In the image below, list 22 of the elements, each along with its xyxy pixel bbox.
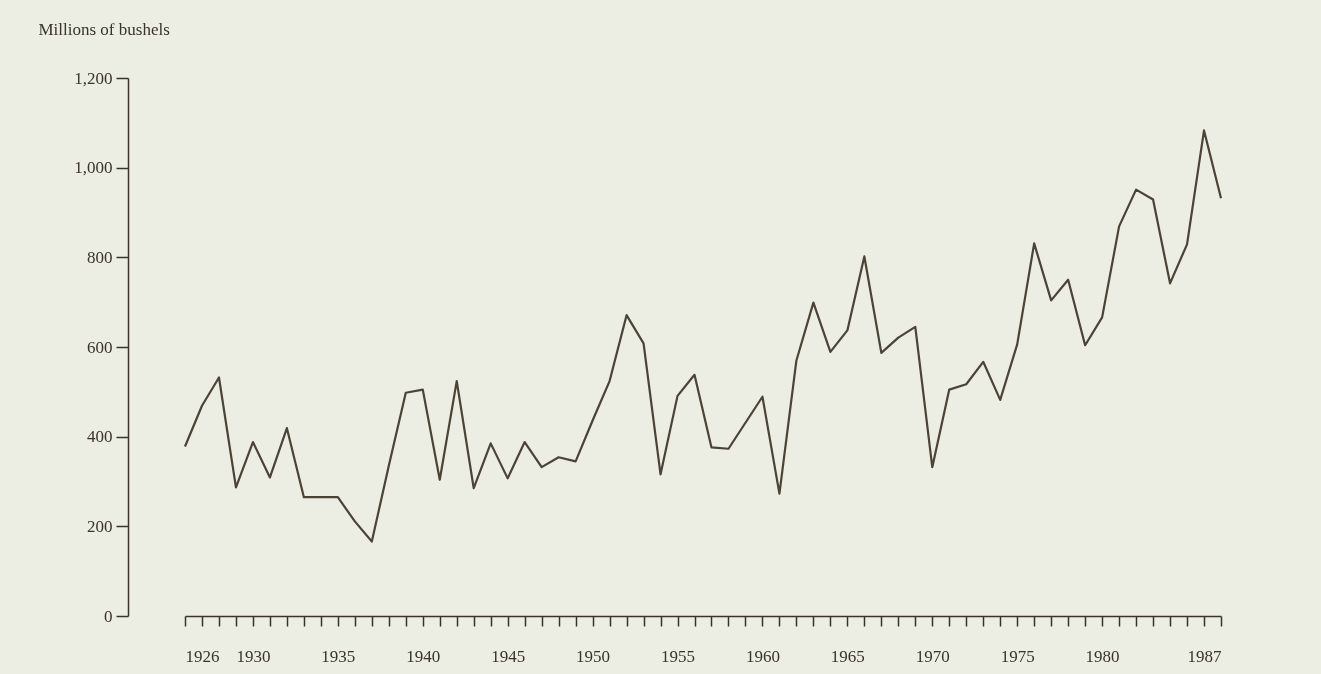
x-tick-label: 1926: [185, 646, 220, 666]
y-tick-label: 600: [87, 337, 113, 357]
x-tick-label: 1965: [830, 646, 865, 666]
x-tick-label: 1970: [915, 646, 950, 666]
x-tick-label: 1955: [661, 646, 696, 666]
line-series: [183, 129, 1223, 543]
y-tick-label: 1,000: [74, 158, 113, 178]
y-axis-title: Millions of bushels: [38, 19, 170, 39]
y-tick-label: 1,200: [74, 68, 113, 88]
x-tick-label: 1930: [236, 646, 271, 666]
x-tick-label: 1935: [321, 646, 356, 666]
x-tick-label: 1975: [1000, 646, 1035, 666]
x-tick-label: 1940: [406, 646, 441, 666]
y-tick-label: 0: [104, 606, 113, 626]
x-tick-label: 1960: [745, 646, 780, 666]
y-tick-label: 200: [87, 516, 113, 536]
x-tick-label: 1945: [491, 646, 526, 666]
x-tick-label: 1950: [576, 646, 611, 666]
y-tick-label: 800: [87, 247, 113, 267]
x-tick-label: 1987: [1187, 646, 1222, 666]
x-tick-label: 1980: [1085, 646, 1120, 666]
y-tick-label: 400: [87, 427, 113, 447]
